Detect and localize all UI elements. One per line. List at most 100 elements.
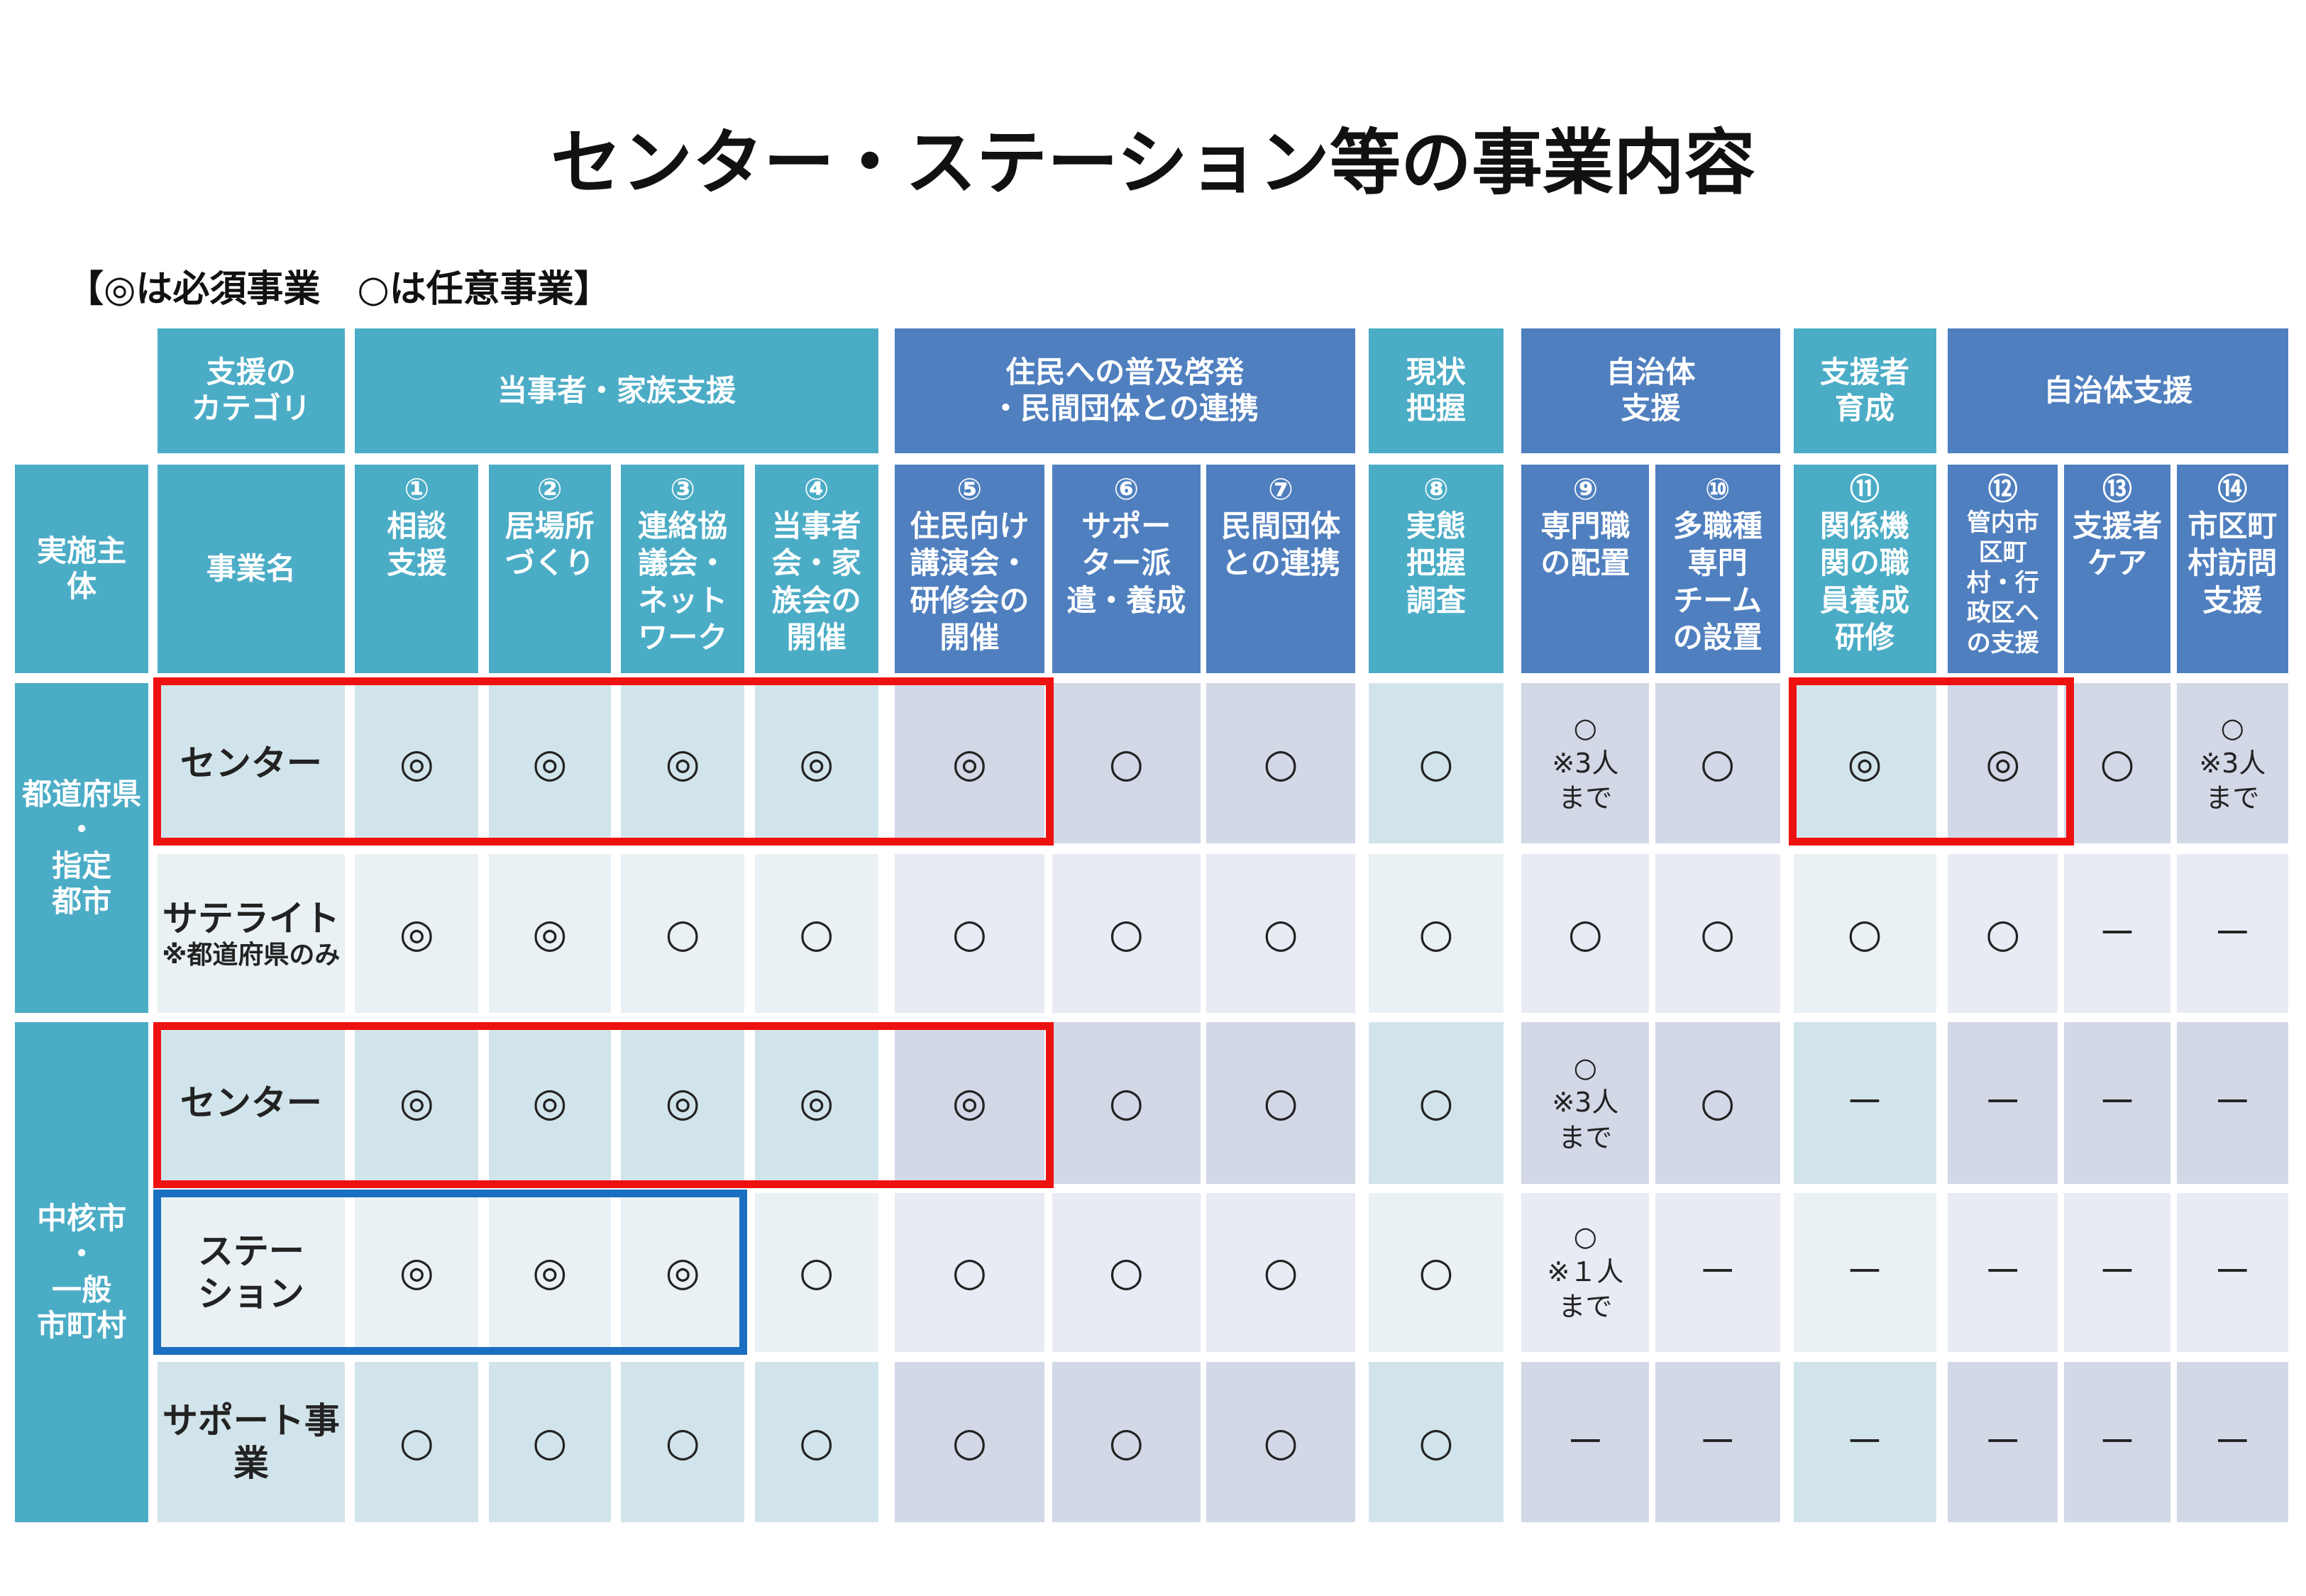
column-label: 相談 支援 bbox=[387, 508, 447, 581]
table-cell: － bbox=[1655, 1362, 1780, 1523]
category-header: 支援者 育成 bbox=[1793, 328, 1936, 453]
table-cell: ○ ※3人 まで bbox=[1521, 683, 1650, 844]
table-cell: ◎ bbox=[894, 683, 1045, 844]
table-cell: ○ bbox=[1206, 1021, 1355, 1184]
table-cell: ○ bbox=[1368, 1021, 1504, 1184]
category-header: 支援の カテゴリ bbox=[157, 328, 345, 453]
table-cell: － bbox=[2063, 1021, 2171, 1184]
table-cell: ◎ bbox=[355, 1192, 479, 1352]
table-cell: ◎ bbox=[355, 683, 479, 844]
column-header: ⑦ 民間団体 との連携 bbox=[1206, 465, 1355, 673]
column-header: ① 相談 支援 bbox=[355, 465, 479, 673]
column-number: ⑧ bbox=[1423, 472, 1449, 507]
table-cell: － bbox=[1948, 1362, 2058, 1523]
column-number: ⑭ bbox=[2217, 472, 2248, 507]
table-cell: ○ bbox=[754, 1362, 878, 1523]
table-cell: － bbox=[1948, 1192, 2058, 1352]
column-number: ③ bbox=[670, 472, 695, 507]
table-cell: ○ bbox=[1052, 1021, 1201, 1184]
table-cell: ○ bbox=[1655, 854, 1780, 1014]
column-header: ⑭ 市区町 村訪問 支援 bbox=[2176, 465, 2288, 673]
column-header: ⑫ 管内市 区町 村・行 政区へ の支援 bbox=[1948, 465, 2058, 673]
column-number: ① bbox=[404, 472, 430, 507]
table-cell: ○ bbox=[1368, 683, 1504, 844]
highlight-box bbox=[153, 1021, 1054, 1189]
row-name-text: ステー ション bbox=[197, 1230, 304, 1314]
table-cell: － bbox=[2063, 854, 2171, 1014]
row-name: サテライト ※都道府県のみ bbox=[157, 854, 345, 1014]
highlight-box bbox=[153, 677, 1054, 846]
table-cell: － bbox=[2063, 1192, 2171, 1352]
table-cell: ◎ bbox=[488, 854, 611, 1014]
table-cell: ◎ bbox=[488, 1192, 611, 1352]
column-label: 民間団体 との連携 bbox=[1221, 508, 1341, 581]
table-cell: ○ bbox=[488, 1362, 611, 1523]
column-number: ⑦ bbox=[1268, 472, 1293, 507]
table-cell: ○ bbox=[1052, 1192, 1201, 1352]
highlight-box bbox=[1789, 677, 2075, 846]
table-cell: ○ bbox=[1052, 683, 1201, 844]
table-cell: ○ bbox=[1368, 1362, 1504, 1523]
column-number: ⑩ bbox=[1704, 472, 1731, 507]
table-cell: － bbox=[1655, 1192, 1780, 1352]
row-name-text: サポート事 業 bbox=[162, 1400, 340, 1485]
column-header: ⑨ 専門職 の配置 bbox=[1521, 465, 1650, 673]
table-cell: ○ bbox=[2063, 683, 2171, 844]
table-cell: ○ bbox=[1793, 854, 1936, 1014]
table-cell: ○ ※１人 まで bbox=[1521, 1192, 1650, 1352]
legend-note: 【◎は必須事業 ○は任意事業】 bbox=[67, 268, 611, 311]
column-number: ④ bbox=[803, 472, 829, 507]
column-label: 住民向け 講演会・ 研修会の 開催 bbox=[910, 508, 1030, 655]
table-cell: ◎ bbox=[1948, 683, 2058, 844]
table-cell: ○ bbox=[1368, 854, 1504, 1014]
group-label: 都道府県 ・ 指定 都市 bbox=[14, 683, 149, 1014]
actor-header: 実施主 体 bbox=[14, 465, 149, 673]
table-cell: ○ bbox=[894, 854, 1045, 1014]
table-cell: ○ bbox=[1206, 1362, 1355, 1523]
table-cell: － bbox=[1521, 1362, 1650, 1523]
column-number: ② bbox=[537, 472, 563, 507]
column-number: ⑬ bbox=[2102, 472, 2133, 507]
column-header: ③ 連絡協 議会・ ネット ワーク bbox=[621, 465, 745, 673]
table-cell: ○ bbox=[894, 1192, 1045, 1352]
group-label: 中核市 ・ 一般 市町村 bbox=[14, 1021, 149, 1523]
table-cell: － bbox=[1948, 1021, 2058, 1184]
column-label: 専門職 の配置 bbox=[1540, 508, 1631, 581]
table-cell: ◎ bbox=[621, 683, 745, 844]
column-label: 当事者 会・家 族会の 開催 bbox=[771, 508, 861, 655]
column-label: 市区町 村訪問 支援 bbox=[2188, 508, 2278, 618]
table-cell: ○ bbox=[1948, 854, 2058, 1014]
column-number: ⑥ bbox=[1113, 472, 1140, 507]
column-number: ⑤ bbox=[956, 472, 983, 507]
table-cell: ○ bbox=[1655, 1021, 1780, 1184]
row-name: センター bbox=[157, 683, 345, 844]
column-number: ⑪ bbox=[1850, 472, 1880, 507]
column-label: 管内市 区町 村・行 政区へ の支援 bbox=[1966, 508, 2039, 658]
column-label: 支援者 ケア bbox=[2073, 508, 2163, 581]
category-header: 自治体 支援 bbox=[1521, 328, 1780, 453]
table-cell: － bbox=[1793, 1362, 1936, 1523]
row-name-text: センター bbox=[180, 743, 322, 785]
column-header: ② 居場所 づくり bbox=[488, 465, 611, 673]
column-label: 関係機 関の職 員養成 研修 bbox=[1820, 508, 1910, 655]
highlight-box bbox=[153, 1190, 748, 1355]
table-cell: ○ bbox=[621, 854, 745, 1014]
table-cell: － bbox=[2176, 854, 2288, 1014]
table-cell: － bbox=[1793, 1192, 1936, 1352]
table-cell: ○ bbox=[1368, 1192, 1504, 1352]
column-label: 居場所 づくり bbox=[504, 508, 595, 581]
table-cell: － bbox=[2176, 1021, 2288, 1184]
category-header: 住民への普及啓発 ・民間団体との連携 bbox=[894, 328, 1355, 453]
table-cell: ○ bbox=[1206, 683, 1355, 844]
column-header: ⑧ 実態 把握 調査 bbox=[1368, 465, 1504, 673]
table-cell: ○ bbox=[1052, 854, 1201, 1014]
column-label: 多職種 専門 チーム の設置 bbox=[1672, 508, 1762, 655]
table-cell: ○ bbox=[355, 1362, 479, 1523]
table-cell: ○ bbox=[1052, 1362, 1201, 1523]
column-label: 連絡協 議会・ ネット ワーク bbox=[638, 508, 728, 655]
table-cell: ◎ bbox=[621, 1192, 745, 1352]
category-header: 当事者・家族支援 bbox=[355, 328, 878, 453]
column-header: ⑥ サポー ター派 遣・養成 bbox=[1052, 465, 1201, 673]
table-cell: ○ bbox=[1206, 1192, 1355, 1352]
